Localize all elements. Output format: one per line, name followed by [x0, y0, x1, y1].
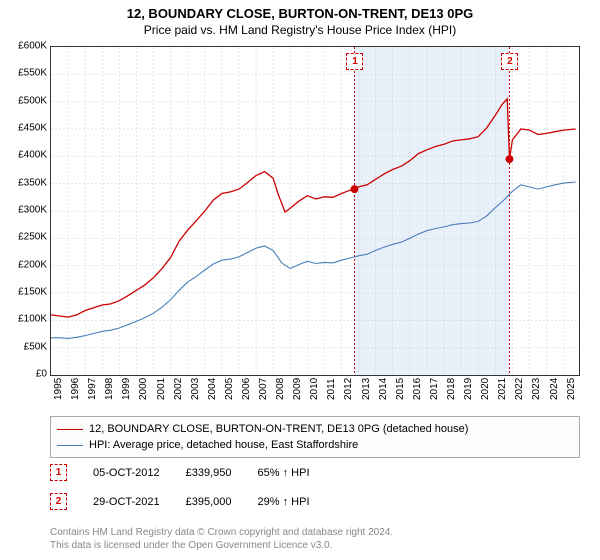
y-tick-label: £400K — [18, 150, 47, 161]
x-tick-label: 2023 — [531, 386, 542, 400]
chart-title: 12, BOUNDARY CLOSE, BURTON-ON-TRENT, DE1… — [0, 0, 600, 21]
x-tick-label: 2025 — [566, 386, 577, 400]
y-tick-label: £300K — [18, 205, 47, 216]
price-dot — [505, 155, 513, 163]
callout-row: 1 05-OCT-2012 £339,950 65% ↑ HPI — [50, 462, 580, 483]
y-tick-label: £100K — [18, 314, 47, 325]
legend-item: 12, BOUNDARY CLOSE, BURTON-ON-TRENT, DE1… — [57, 421, 573, 437]
legend-label: HPI: Average price, detached house, East… — [89, 437, 358, 453]
y-tick-label: £550K — [18, 68, 47, 79]
y-tick-label: £600K — [18, 41, 47, 52]
plot-area: 12 — [50, 46, 580, 376]
footer-line: Contains HM Land Registry data © Crown c… — [50, 526, 580, 539]
x-tick-label: 2000 — [138, 386, 149, 400]
series-hpi — [51, 182, 576, 338]
x-tick-label: 2009 — [292, 386, 303, 400]
x-tick-label: 2010 — [309, 386, 320, 400]
x-tick-label: 2014 — [378, 386, 389, 400]
legend-item: HPI: Average price, detached house, East… — [57, 437, 573, 453]
x-tick-label: 2002 — [173, 386, 184, 400]
legend-swatch — [57, 429, 83, 430]
legend: 12, BOUNDARY CLOSE, BURTON-ON-TRENT, DE1… — [50, 416, 580, 458]
x-tick-label: 2021 — [497, 386, 508, 400]
y-tick-label: £450K — [18, 123, 47, 134]
x-tick-label: 2024 — [549, 386, 560, 400]
x-tick-label: 2015 — [395, 386, 406, 400]
y-tick-label: £350K — [18, 177, 47, 188]
callout-delta: 65% ↑ HPI — [258, 467, 310, 479]
callout-marker: 2 — [50, 493, 67, 510]
y-tick-label: £500K — [18, 95, 47, 106]
x-tick-label: 2011 — [326, 386, 337, 400]
callout-row: 2 29-OCT-2021 £395,000 29% ↑ HPI — [50, 491, 580, 512]
x-tick-label: 1998 — [104, 386, 115, 400]
y-tick-label: £250K — [18, 232, 47, 243]
data-dots — [350, 155, 513, 193]
y-tick-label: £200K — [18, 259, 47, 270]
x-tick-label: 2022 — [514, 386, 525, 400]
x-tick-label: 1997 — [87, 386, 98, 400]
legend-label: 12, BOUNDARY CLOSE, BURTON-ON-TRENT, DE1… — [89, 421, 468, 437]
series-price_paid — [51, 99, 576, 317]
callout-marker: 1 — [50, 464, 67, 481]
x-tick-label: 2017 — [429, 386, 440, 400]
price-dot — [350, 185, 358, 193]
x-tick-label: 1999 — [121, 386, 132, 400]
x-tick-label: 1996 — [70, 386, 81, 400]
y-tick-label: £150K — [18, 287, 47, 298]
x-tick-label: 2007 — [258, 386, 269, 400]
x-tick-label: 2006 — [241, 386, 252, 400]
callout-date: 29-OCT-2021 — [93, 496, 160, 508]
x-tick-label: 2013 — [361, 386, 372, 400]
plot-marker-box: 2 — [501, 53, 518, 70]
callout-price: £395,000 — [186, 496, 232, 508]
chart-subtitle: Price paid vs. HM Land Registry's House … — [0, 21, 600, 37]
plot-svg — [51, 47, 579, 375]
x-tick-label: 2016 — [412, 386, 423, 400]
x-tick-label: 2012 — [343, 386, 354, 400]
x-tick-label: 2003 — [190, 386, 201, 400]
x-tick-label: 2018 — [446, 386, 457, 400]
y-tick-label: £50K — [24, 341, 47, 352]
footer: Contains HM Land Registry data © Crown c… — [50, 526, 580, 552]
chart-container: 12, BOUNDARY CLOSE, BURTON-ON-TRENT, DE1… — [0, 0, 600, 560]
y-tick-label: £0 — [36, 369, 47, 380]
x-tick-label: 2005 — [224, 386, 235, 400]
grid-lines — [51, 47, 579, 375]
x-tick-label: 2019 — [463, 386, 474, 400]
x-tick-label: 1995 — [53, 386, 64, 400]
callouts: 1 05-OCT-2012 £339,950 65% ↑ HPI 2 29-OC… — [50, 462, 580, 512]
x-tick-label: 2004 — [207, 386, 218, 400]
x-tick-label: 2020 — [480, 386, 491, 400]
x-tick-label: 2008 — [275, 386, 286, 400]
footer-line: This data is licensed under the Open Gov… — [50, 539, 580, 552]
x-tick-label: 2001 — [156, 386, 167, 400]
legend-swatch — [57, 445, 83, 446]
plot-marker-box: 1 — [346, 53, 363, 70]
callout-delta: 29% ↑ HPI — [258, 496, 310, 508]
callout-price: £339,950 — [186, 467, 232, 479]
callout-date: 05-OCT-2012 — [93, 467, 160, 479]
data-lines — [51, 99, 576, 339]
